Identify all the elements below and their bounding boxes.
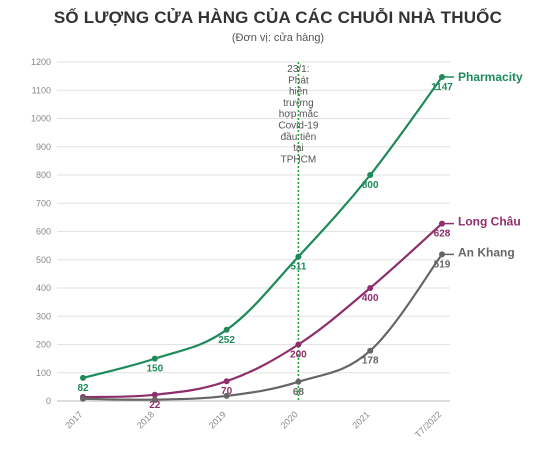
data-label: 400 (362, 293, 379, 304)
y-tick-label: 800 (36, 170, 51, 180)
data-label: 82 (77, 383, 89, 394)
y-tick-label: 1100 (32, 85, 51, 95)
data-label: 519 (434, 259, 451, 270)
series-name-label: Long Châu (458, 215, 521, 229)
annotation-text-line: hợp mắc (279, 107, 318, 120)
series-name-label: An Khang (458, 245, 515, 259)
annotation-text-line: TPHCM (281, 154, 317, 165)
x-tick-label: 2020 (279, 409, 300, 430)
series-point (223, 378, 230, 385)
series-point (367, 172, 374, 178)
data-label: 511 (290, 262, 307, 273)
chart-title: SỐ LƯỢNG CỬA HÀNG CỦA CÁC CHUỖI NHÀ THUỐ… (53, 8, 503, 27)
x-tick-label: 2017 (63, 409, 84, 430)
data-label: 1147 (431, 82, 453, 93)
series-point (151, 396, 158, 403)
data-label: 22 (149, 400, 161, 411)
data-label: 800 (362, 180, 379, 191)
y-tick-label: 900 (36, 142, 51, 152)
series-line (81, 222, 444, 399)
annotation-text-line: Covid-19 (278, 121, 318, 132)
y-tick-label: 400 (36, 283, 51, 293)
y-tick-label: 0 (46, 396, 51, 406)
series-point (367, 347, 374, 354)
series-point (80, 374, 86, 381)
series-point (223, 392, 230, 399)
y-tick-label: 500 (36, 255, 51, 265)
axis-layer: 0 100 200 300 400 500 600 700 800 900 1000 1100 1200… (31, 57, 450, 440)
series-point (295, 341, 302, 348)
data-label: 68 (293, 387, 305, 398)
annotation-text-line: hiện (289, 87, 308, 98)
x-tick-label: 2021 (350, 409, 371, 430)
y-tick-label: 1200 (31, 57, 51, 67)
y-tick-label: 200 (36, 340, 51, 350)
y-tick-label: 1000 (31, 114, 51, 124)
data-label: 178 (362, 356, 379, 367)
annotation-text-line: trường (283, 98, 313, 109)
series-point (151, 355, 158, 362)
data-label: 70 (221, 386, 233, 397)
data-label: 200 (290, 350, 307, 361)
x-tick-label: 2018 (135, 409, 156, 430)
data-label: 150 (146, 364, 163, 375)
y-tick-label: 700 (36, 198, 51, 208)
y-tick-label: 100 (36, 368, 51, 378)
series-point (80, 395, 86, 402)
series-point (223, 326, 230, 333)
series-point (295, 378, 302, 385)
chart-subtitle: (Đơn vị: cửa hàng) (231, 32, 325, 44)
y-tick-label: 300 (36, 311, 51, 321)
y-tick-label: 600 (36, 227, 51, 237)
annotation-text-line: đầu tiên (281, 131, 317, 143)
x-tick-label: 2019 (207, 409, 228, 430)
data-label: 628 (434, 229, 451, 240)
data-label: 252 (218, 335, 235, 346)
series-point (367, 285, 374, 291)
series-point (295, 253, 302, 260)
series-point (151, 391, 158, 398)
x-tick-label: T7/2022 (413, 409, 443, 439)
series-line (81, 253, 444, 401)
annotation-text-line: 23/1: (287, 64, 309, 75)
annotation-text-line: Phát (288, 75, 309, 86)
annotation-text-line: tại (293, 143, 304, 154)
grid-layer (57, 61, 450, 402)
series-name-label: Pharmacity (458, 70, 523, 84)
series-layer: 82 150 252 511 800 1147 Pharmacity 22 70 200 400 62… (77, 70, 523, 411)
